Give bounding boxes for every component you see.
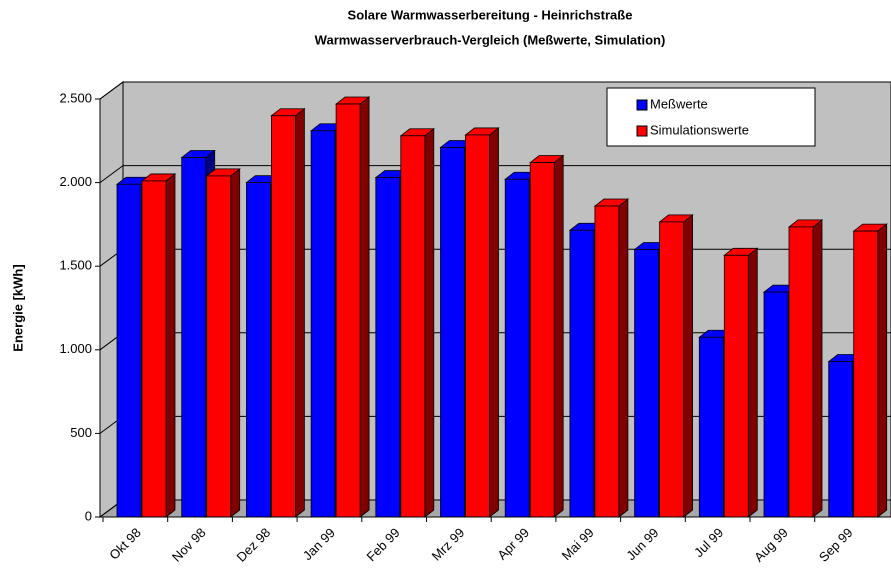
bar: [270, 107, 306, 518]
bar-side: [877, 223, 888, 518]
x-tick-label: Aug 99: [751, 525, 791, 565]
bar: [852, 223, 888, 518]
bar-front: [788, 226, 814, 518]
bar-side: [294, 107, 305, 518]
bar-side: [812, 219, 823, 518]
y-tick-label: 2.000: [59, 174, 92, 189]
bar-front: [853, 230, 879, 518]
legend-label: Simulationswerte: [650, 122, 749, 137]
bar-front: [634, 249, 659, 518]
y-tick-label: 1.000: [59, 341, 92, 356]
bar: [658, 214, 694, 518]
bar-side: [489, 127, 499, 518]
y-tick-label: 1.500: [59, 258, 92, 273]
bar-side: [230, 168, 241, 518]
bar-front: [141, 180, 167, 518]
bar-front: [763, 291, 789, 518]
bar-side: [424, 127, 435, 518]
bar-front: [828, 361, 854, 518]
y-tick-label: 0: [85, 508, 92, 523]
bar-front: [206, 175, 232, 518]
x-tick-label: Apr 99: [494, 525, 532, 563]
bar: [334, 96, 371, 518]
bar: [723, 247, 759, 518]
bar-front: [504, 178, 530, 518]
bar-front: [310, 130, 336, 518]
y-tick-label: 2.500: [59, 90, 92, 105]
x-tick-label: Jul 99: [691, 525, 726, 560]
y-axis-label: Energie [kWh]: [10, 264, 25, 351]
bar-front: [375, 177, 401, 518]
x-tick-label: Okt 98: [106, 525, 144, 563]
bar-front: [659, 221, 684, 518]
legend-box: [606, 87, 816, 147]
x-tick-label: Dez 98: [234, 525, 274, 565]
bar: [464, 127, 500, 518]
bar: [205, 168, 241, 518]
x-tick-label: Feb 99: [363, 525, 402, 564]
bar-side: [618, 198, 629, 518]
bar-side: [747, 247, 758, 518]
bar-front: [270, 115, 296, 518]
y-tick-label: 500: [70, 425, 92, 440]
bar-front: [181, 157, 207, 518]
bar-front: [116, 183, 142, 518]
x-tick-label: Mrz 99: [429, 525, 468, 564]
bar: [140, 173, 177, 518]
bar: [529, 154, 565, 518]
legend-swatch: [636, 125, 648, 137]
x-tick-label: Jun 99: [623, 525, 661, 563]
bar-front: [400, 135, 426, 518]
bar-side: [553, 154, 564, 518]
x-tick-label: Jan 99: [300, 525, 338, 563]
bar-front: [723, 254, 749, 518]
grid-line: [99, 81, 891, 100]
bar-side: [359, 96, 370, 518]
bar-side: [683, 214, 693, 518]
bar-front: [440, 147, 465, 518]
legend-label: Meßwerte: [650, 96, 708, 111]
bar: [593, 198, 630, 518]
chart-title: Solare Warmwasserbereitung - Heinrichstr…: [348, 7, 633, 22]
bar-front: [698, 336, 724, 518]
bar-front: [569, 229, 595, 518]
bar-front: [594, 205, 620, 518]
legend: Meßwerte Simulationswerte: [606, 87, 816, 147]
x-tick-label: Sep 99: [816, 525, 856, 565]
bar-side: [165, 173, 176, 518]
x-tick-label: Nov 98: [169, 525, 209, 565]
bar-front: [529, 162, 555, 518]
x-tick-label: Mai 99: [559, 525, 597, 563]
chart-subtitle: Warmwasserverbrauch-Vergleich (Meßwerte,…: [315, 32, 666, 47]
legend-swatch: [636, 99, 648, 111]
bar-front: [245, 182, 271, 518]
bar: [399, 127, 435, 518]
bar-front: [465, 134, 490, 518]
bar-front: [335, 103, 361, 518]
grid-line: [99, 165, 891, 184]
bar: [787, 219, 824, 518]
